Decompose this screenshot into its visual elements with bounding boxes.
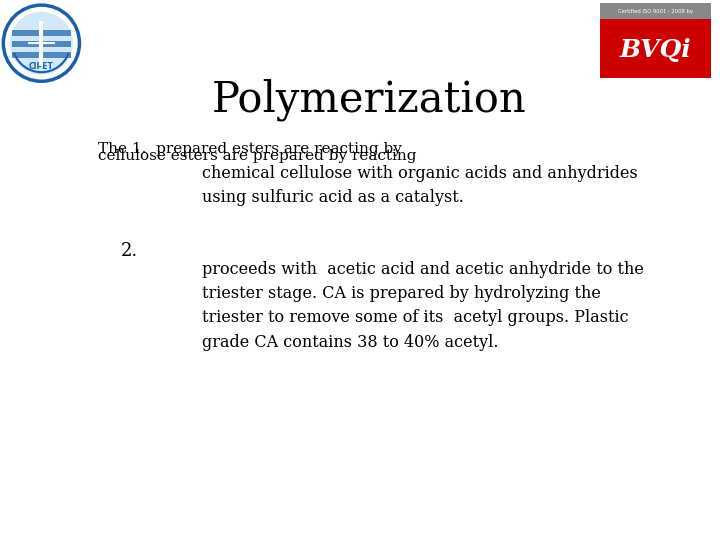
Text: CIPET: CIPET bbox=[29, 62, 54, 71]
FancyBboxPatch shape bbox=[12, 41, 71, 47]
Text: proceeds with  acetic acid and acetic anhydride to the
triester stage. CA is pre: proceeds with acetic acid and acetic anh… bbox=[202, 261, 644, 350]
Text: Certified ISO 9001 : 2008 by: Certified ISO 9001 : 2008 by bbox=[618, 9, 693, 14]
FancyBboxPatch shape bbox=[12, 30, 71, 36]
FancyBboxPatch shape bbox=[600, 3, 711, 19]
FancyBboxPatch shape bbox=[600, 19, 711, 78]
Circle shape bbox=[10, 12, 73, 75]
Text: BVQi: BVQi bbox=[620, 38, 691, 62]
Text: 2.: 2. bbox=[121, 242, 138, 260]
Text: Polymerization: Polymerization bbox=[212, 78, 526, 121]
Text: The 1.  prepared esters are reacting by: The 1. prepared esters are reacting by bbox=[98, 142, 402, 156]
Text: cellulose esters are prepared by reacting: cellulose esters are prepared by reactin… bbox=[98, 148, 416, 163]
FancyBboxPatch shape bbox=[12, 52, 71, 58]
Text: chemical cellulose with organic acids and anhydrides
using sulfuric acid as a ca: chemical cellulose with organic acids an… bbox=[202, 165, 638, 206]
